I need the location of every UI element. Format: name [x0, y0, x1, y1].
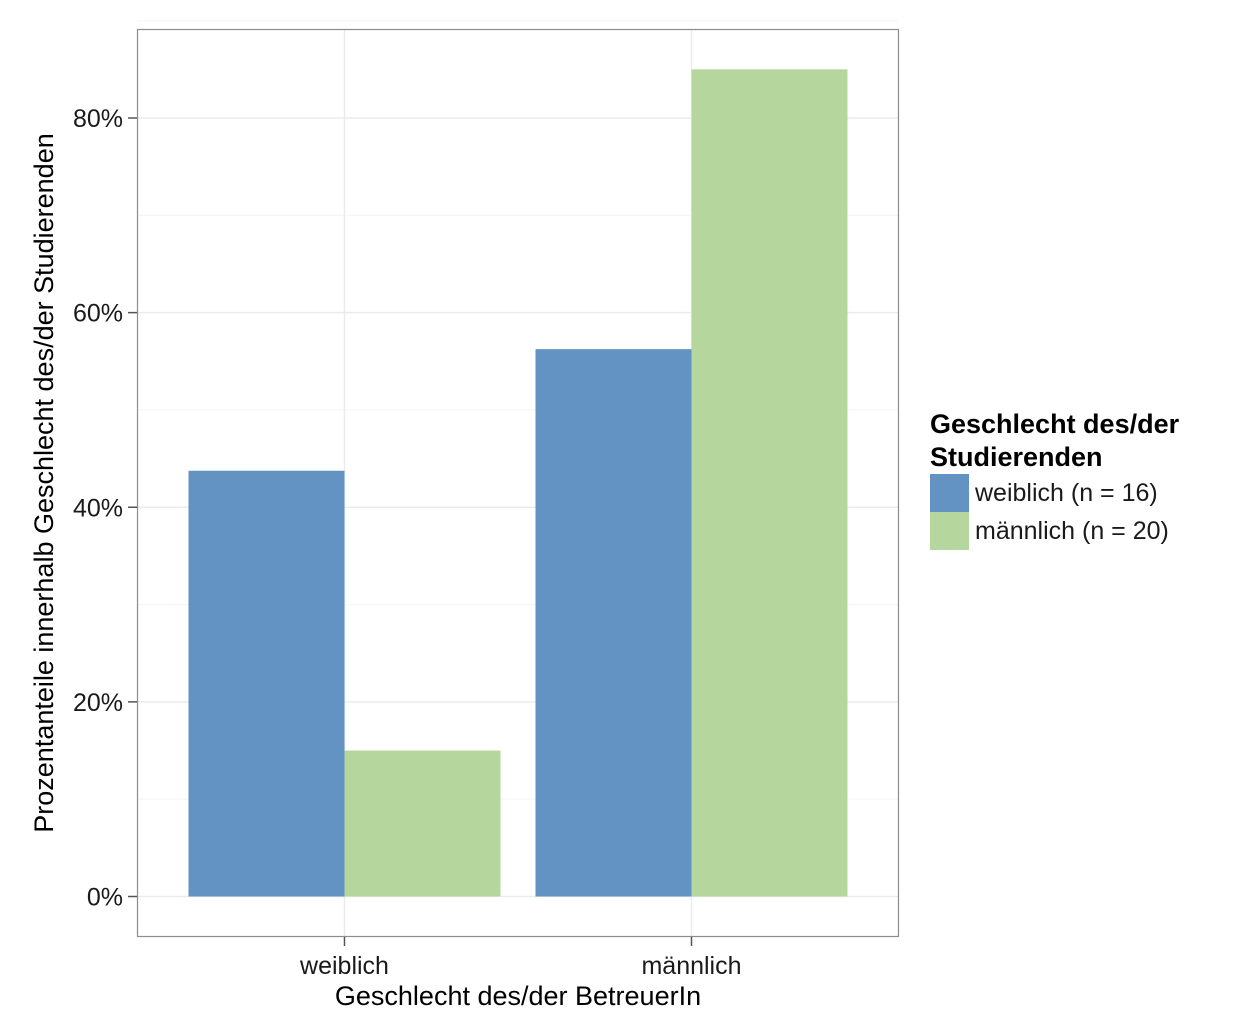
legend-item-weiblich: weiblich (n = 16) — [930, 474, 1230, 512]
legend-label-weiblich: weiblich (n = 16) — [975, 478, 1158, 507]
legend: Geschlecht des/der Studierenden weiblich… — [930, 408, 1230, 550]
bar-weiblich-weiblich — [188, 470, 345, 897]
y-tick-label: 0% — [87, 884, 123, 912]
x-tick-label: weiblich — [299, 952, 389, 980]
bars — [188, 69, 848, 897]
legend-label-maennlich: männlich (n = 20) — [975, 516, 1169, 545]
y-tick-label: 40% — [73, 494, 123, 522]
legend-title-line2: Studierenden — [930, 442, 1103, 472]
plot-border — [136, 28, 900, 938]
y-axis-title: Prozentanteile innerhalb Geschlecht des/… — [29, 133, 59, 832]
x-axis-title: Geschlecht des/der BetreuerIn — [335, 981, 701, 1011]
y-axis: 0% 20% 40% 60% 80% — [73, 105, 137, 912]
legend-title-line1: Geschlecht des/der — [930, 409, 1180, 439]
x-axis: weiblich männlich — [299, 937, 742, 980]
bar-weiblich-maennlich — [535, 349, 692, 897]
legend-swatch-maennlich — [930, 512, 969, 550]
bar-maennlich-maennlich — [691, 69, 848, 897]
y-tick-label: 20% — [73, 689, 123, 717]
y-tick-label: 60% — [73, 300, 123, 328]
y-tick-label: 80% — [73, 105, 123, 133]
legend-swatch-weiblich — [930, 474, 969, 512]
legend-title: Geschlecht des/der Studierenden — [930, 408, 1230, 474]
bar-maennlich-weiblich — [344, 750, 501, 897]
legend-item-maennlich: männlich (n = 20) — [930, 512, 1230, 550]
x-tick-label: männlich — [641, 952, 741, 980]
